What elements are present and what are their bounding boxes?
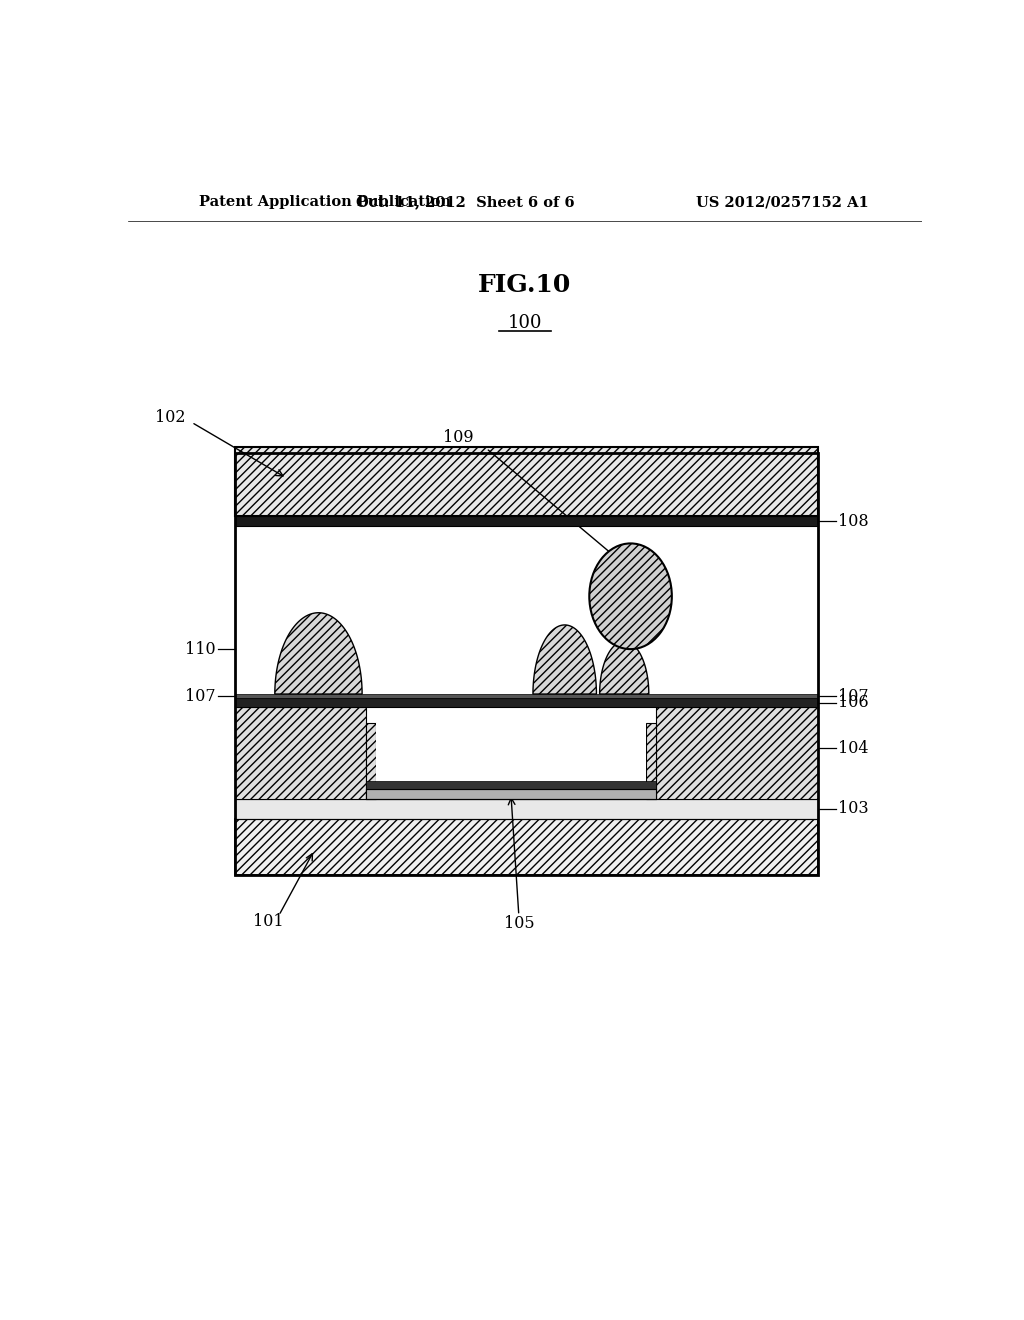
Text: 109: 109	[443, 429, 474, 446]
Bar	[236, 799, 818, 818]
Text: 107: 107	[184, 688, 215, 705]
Bar	[367, 788, 655, 799]
Bar	[236, 447, 818, 516]
Bar	[236, 694, 818, 698]
Text: Oct. 11, 2012  Sheet 6 of 6: Oct. 11, 2012 Sheet 6 of 6	[356, 195, 574, 209]
Text: 110: 110	[184, 640, 215, 657]
Text: US 2012/0257152 A1: US 2012/0257152 A1	[696, 195, 869, 209]
Text: 107: 107	[839, 688, 869, 705]
Text: 102: 102	[155, 409, 185, 425]
Bar	[655, 708, 818, 799]
Text: 106: 106	[839, 694, 869, 711]
Text: 104: 104	[839, 741, 868, 756]
Bar	[367, 781, 655, 788]
Text: 101: 101	[253, 913, 284, 931]
Polygon shape	[532, 624, 596, 694]
Text: 105: 105	[504, 915, 535, 932]
Bar	[236, 453, 818, 875]
Bar	[376, 722, 646, 799]
Text: 103: 103	[839, 800, 869, 817]
Text: 108: 108	[839, 512, 869, 529]
Bar	[236, 516, 818, 527]
Bar	[236, 698, 818, 708]
Polygon shape	[600, 642, 649, 694]
Bar	[367, 722, 376, 799]
Text: FIG.10: FIG.10	[478, 273, 571, 297]
Bar	[236, 708, 367, 799]
Polygon shape	[274, 612, 362, 694]
Bar	[236, 818, 818, 875]
Bar	[646, 722, 655, 799]
Text: Patent Application Publication: Patent Application Publication	[200, 195, 452, 209]
Circle shape	[589, 544, 672, 649]
Text: 100: 100	[508, 314, 542, 333]
